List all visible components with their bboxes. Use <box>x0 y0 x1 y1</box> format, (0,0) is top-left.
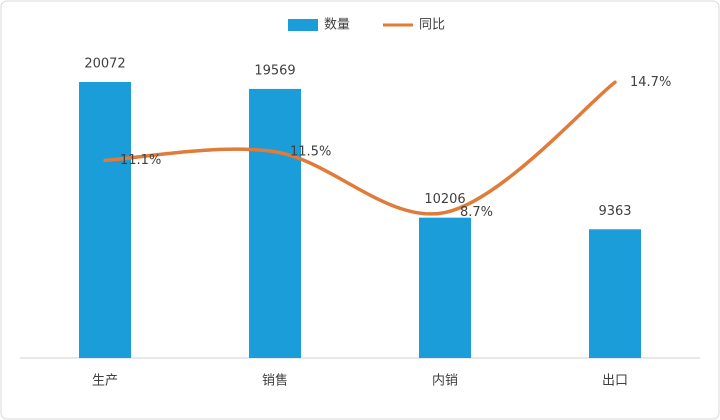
bar <box>249 88 301 359</box>
line <box>103 80 617 216</box>
data-label: 10206 <box>424 192 465 207</box>
data-label: 14.7% <box>630 75 671 90</box>
data-label: 9363 <box>598 204 631 219</box>
x-tick-label: 内销 <box>432 373 458 389</box>
legend-label: 同比 <box>419 18 445 33</box>
bar <box>589 229 641 358</box>
x-tick-label: 销售 <box>262 373 288 389</box>
legend-swatch <box>288 19 318 31</box>
legend-label: 数量 <box>324 18 350 33</box>
bar <box>419 217 471 358</box>
data-label: 20072 <box>84 57 125 72</box>
x-tick-label: 生产 <box>92 374 118 389</box>
bar <box>79 82 131 358</box>
data-label: 11.5% <box>290 144 331 159</box>
x-tick-label: 出口 <box>602 374 628 389</box>
data-label: 19569 <box>254 63 295 78</box>
data-label: 11.1% <box>120 153 161 168</box>
data-label: 8.7% <box>460 205 493 220</box>
